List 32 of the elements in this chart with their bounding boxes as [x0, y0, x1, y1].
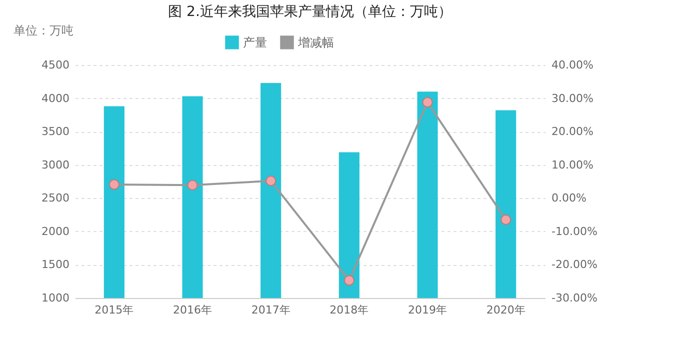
x-tick-label: 2016年	[173, 304, 212, 316]
x-tick-label: 2015年	[94, 304, 134, 316]
point	[108, 179, 120, 190]
y-tick-label: 3500	[42, 125, 70, 138]
y-axis-title: 单位：万吨	[14, 24, 74, 38]
y-tick-label: 4500	[42, 58, 70, 72]
y-tick-label: 4000	[42, 92, 70, 105]
point	[187, 180, 198, 190]
x-tick-label: 2019年	[408, 304, 447, 316]
legend-label: 增减幅	[297, 35, 334, 50]
y-tick-label: 2500	[42, 192, 70, 205]
y2-tick-label: -30.00%	[552, 292, 598, 304]
point	[500, 214, 512, 226]
point	[266, 176, 276, 186]
y2-tick-label: -20.00%	[552, 258, 598, 272]
y2-tick-label: 30.00%	[552, 92, 594, 105]
y2-tick-label: -10.00%	[552, 224, 598, 238]
y2-tick-label: 10.00%	[552, 158, 594, 172]
point	[422, 97, 433, 108]
y-tick-label: 1500	[42, 258, 70, 272]
y2-tick-label: 0.00%	[552, 192, 586, 205]
legend-label: 产量	[243, 35, 267, 50]
y-tick-label: 2000	[42, 224, 70, 238]
x-tick-label: 2020年	[486, 304, 526, 316]
x-tick-label: 2017年	[251, 304, 290, 316]
y2-tick-label: 20.00%	[552, 125, 594, 138]
x-tick-label: 2018年	[330, 304, 369, 316]
point	[344, 275, 354, 286]
y-tick-label: 3000	[42, 158, 70, 172]
y-tick-label: 1000	[42, 292, 70, 304]
y2-tick-label: 40.00%	[552, 58, 594, 72]
chart-title: 图 2.近年来我国苹果产量情况（单位：万吨）	[168, 4, 452, 20]
